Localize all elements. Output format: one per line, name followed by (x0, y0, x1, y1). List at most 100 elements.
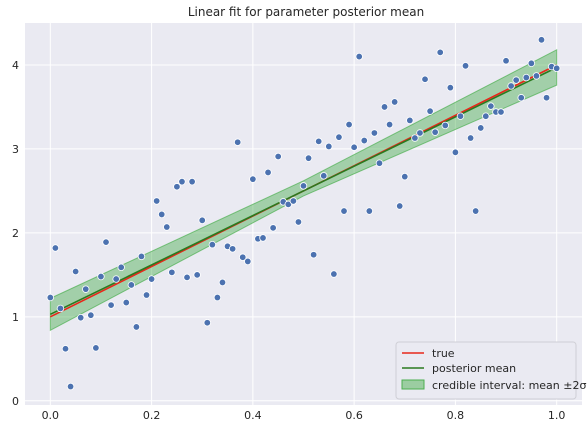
data-point (198, 216, 206, 224)
data-point (188, 177, 196, 186)
data-point (441, 121, 449, 130)
legend-label-posterior-mean: posterior mean (432, 362, 516, 375)
data-point (239, 253, 247, 261)
legend: true posterior mean credible interval: m… (395, 341, 586, 400)
data-point (92, 344, 100, 352)
data-point (76, 313, 85, 322)
data-point (552, 64, 561, 73)
data-point (360, 136, 368, 145)
posterior-mean-line (49, 66, 558, 316)
data-point (97, 272, 105, 281)
y-tick-label: 1 (12, 311, 19, 324)
data-point (233, 138, 242, 146)
tick-labels: 0.0 0.2 0.4 0.6 0.8 1.0 0 1 2 3 4 (12, 59, 565, 422)
y-tick-label: 2 (12, 227, 19, 240)
data-point (82, 285, 90, 293)
data-point (517, 94, 525, 102)
data-point (451, 148, 460, 156)
legend-frame (395, 341, 577, 400)
y-tick-label: 0 (12, 395, 19, 408)
data-point (456, 112, 465, 120)
x-tick-label: 0.4 (244, 409, 262, 422)
data-point (61, 345, 70, 353)
data-point (542, 94, 551, 102)
data-point (56, 304, 65, 313)
data-point (193, 271, 201, 279)
data-point (127, 281, 136, 289)
data-point (320, 172, 328, 180)
data-point (431, 128, 439, 136)
data-point (158, 210, 166, 219)
data-point (380, 103, 389, 111)
data-point (522, 73, 530, 82)
data-point (406, 116, 414, 125)
data-point (396, 202, 404, 210)
x-tick-label: 0.6 (345, 409, 363, 422)
data-point (446, 83, 455, 92)
data-point (385, 120, 394, 129)
line-layer (49, 64, 558, 318)
data-point (355, 52, 363, 61)
chart-title: Linear fit for parameter posterior mean (188, 5, 424, 19)
data-point (512, 76, 520, 84)
data-point (532, 72, 541, 80)
data-point (274, 152, 282, 161)
data-point (213, 293, 222, 302)
data-point (218, 278, 227, 287)
data-point (497, 108, 505, 116)
data-point (537, 36, 546, 44)
data-point (421, 75, 429, 83)
data-point (269, 224, 277, 232)
data-point (117, 263, 125, 272)
data-point (87, 311, 95, 319)
data-point (365, 207, 374, 215)
data-point (416, 129, 424, 137)
data-point (330, 270, 338, 278)
data-point (309, 251, 318, 259)
data-point (411, 134, 419, 142)
data-point (466, 134, 475, 142)
scatter-points (46, 36, 561, 391)
data-point (340, 207, 348, 215)
grid (25, 23, 582, 405)
data-point (228, 245, 237, 253)
data-point (132, 323, 141, 331)
x-tick-label: 1.0 (548, 409, 566, 422)
data-point (350, 143, 358, 151)
y-tick-label: 4 (12, 59, 19, 72)
data-point (375, 159, 384, 167)
data-point (487, 102, 495, 110)
data-point (152, 197, 161, 205)
data-point (102, 238, 110, 246)
data-point (426, 107, 434, 115)
data-point (502, 57, 510, 65)
data-point (304, 154, 313, 162)
data-point (436, 48, 444, 57)
data-point (168, 268, 176, 277)
data-point (208, 240, 217, 249)
data-point (299, 182, 308, 190)
y-tick-label: 3 (12, 143, 19, 156)
data-point (527, 59, 536, 67)
data-point (471, 207, 480, 215)
data-point (345, 120, 353, 129)
x-tick-label: 0.2 (143, 409, 161, 422)
data-point (370, 129, 379, 137)
data-point (390, 98, 399, 106)
data-point (482, 112, 490, 120)
data-point (249, 175, 257, 183)
legend-label-true: true (432, 347, 455, 360)
data-point (335, 133, 343, 141)
legend-label-credible-interval: credible interval: mean ±2σ (432, 379, 586, 392)
data-point (183, 273, 191, 282)
data-point (244, 257, 252, 266)
data-point (137, 252, 146, 261)
data-point (71, 267, 80, 276)
data-point (264, 168, 272, 177)
data-point (112, 275, 120, 283)
data-point (294, 218, 303, 226)
x-tick-label: 0.8 (447, 409, 465, 422)
data-point (51, 244, 60, 252)
data-point (142, 291, 151, 299)
